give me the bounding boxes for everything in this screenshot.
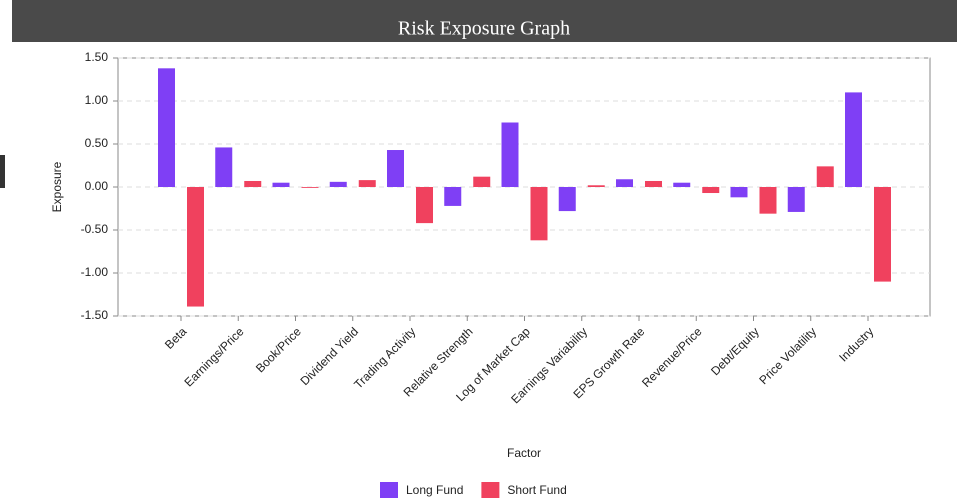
- bar: [272, 182, 290, 187]
- y-tick-label: -0.50: [81, 222, 109, 236]
- x-tick-label: Revenue/Price: [639, 324, 705, 390]
- title-bar: [12, 0, 957, 42]
- bar: [673, 182, 691, 187]
- x-tick-label: Debt/Equity: [708, 324, 762, 378]
- x-tick-label: Book/Price: [253, 324, 304, 375]
- bar: [329, 181, 347, 187]
- bar: [501, 122, 519, 187]
- bar: [244, 180, 262, 187]
- bar: [587, 185, 605, 187]
- bar: [416, 187, 433, 224]
- y-tick-label: 1.50: [85, 50, 109, 64]
- bar: [874, 187, 891, 282]
- x-tick-label: Price Volatility: [756, 324, 819, 387]
- x-tick-label: Beta: [162, 324, 190, 352]
- bar: [158, 68, 175, 187]
- bar: [645, 180, 662, 187]
- bar: [558, 187, 576, 212]
- bar: [845, 92, 862, 187]
- y-tick-label: 1.00: [85, 93, 109, 107]
- y-axis-title: Exposure: [50, 161, 64, 212]
- bar: [187, 187, 204, 307]
- x-tick-label: Dividend Yield: [297, 324, 361, 388]
- bar: [301, 187, 319, 188]
- bar: [702, 187, 720, 194]
- bar: [215, 147, 233, 187]
- legend-swatch: [481, 482, 500, 498]
- y-tick-label: -1.00: [81, 265, 109, 279]
- bar: [759, 187, 777, 214]
- side-marker: [0, 155, 5, 188]
- bar: [730, 187, 748, 198]
- y-tick-label: 0.50: [85, 136, 109, 150]
- bar: [616, 179, 633, 187]
- y-tick-label: 0.00: [85, 179, 109, 193]
- y-tick-label: -1.50: [81, 308, 109, 322]
- bar: [530, 187, 548, 241]
- legend-label: Long Fund: [406, 483, 463, 497]
- x-tick-label: Industry: [836, 324, 876, 364]
- x-axis-title: Factor: [507, 446, 541, 460]
- x-tick-label: Earnings/Price: [182, 324, 247, 389]
- bar: [358, 180, 376, 187]
- chart-title: Risk Exposure Graph: [398, 18, 570, 40]
- legend-label: Short Fund: [507, 483, 566, 497]
- bar: [473, 176, 491, 187]
- bar: [444, 187, 462, 206]
- bar: [387, 150, 404, 187]
- bar: [787, 187, 805, 212]
- bar: [816, 166, 834, 187]
- legend-swatch: [380, 482, 398, 498]
